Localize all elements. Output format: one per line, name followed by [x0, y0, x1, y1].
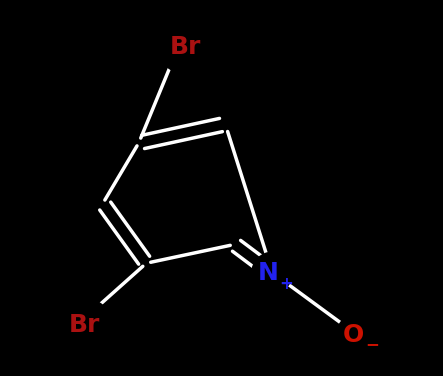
Circle shape — [57, 298, 111, 352]
Text: Br: Br — [170, 35, 202, 59]
Text: −: − — [366, 335, 380, 353]
Circle shape — [159, 20, 213, 74]
Circle shape — [252, 252, 292, 293]
Text: +: + — [280, 275, 293, 293]
Text: O: O — [343, 323, 365, 347]
Text: N: N — [257, 261, 278, 285]
Circle shape — [337, 314, 377, 355]
Text: Br: Br — [69, 313, 100, 337]
